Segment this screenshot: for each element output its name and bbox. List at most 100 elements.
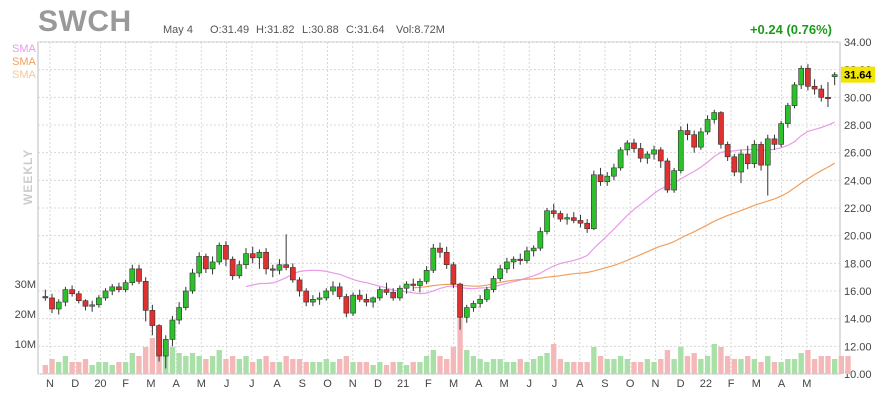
candle-body [42, 296, 49, 299]
volume-bar [122, 362, 129, 374]
volume-bar [678, 347, 684, 374]
candle [109, 284, 116, 296]
volume-bar [557, 359, 564, 374]
candle-body [216, 245, 223, 263]
candle-body [443, 251, 450, 266]
candle [778, 120, 784, 148]
candle [624, 140, 631, 156]
volume-bar [437, 356, 443, 374]
last-price-tag [841, 66, 875, 83]
x-tick-label: S [299, 378, 306, 390]
volume-bar [203, 359, 209, 374]
candle [336, 282, 343, 300]
candle-body [718, 112, 724, 145]
y-tick-label: 30.00 [844, 92, 872, 104]
volume-bar [825, 356, 831, 374]
candle-body [82, 300, 89, 307]
candle [677, 126, 684, 174]
candle-body [176, 307, 182, 321]
candle-body [229, 258, 236, 277]
volume-bar [149, 338, 156, 374]
candle-body [591, 174, 597, 230]
x-tick-label: M [499, 378, 508, 390]
candle-body [209, 261, 216, 270]
candle [764, 134, 771, 196]
volume-bar [731, 359, 737, 374]
candle-body [109, 286, 116, 292]
volume-bar [450, 347, 457, 374]
candle [122, 279, 129, 293]
volume-bar [377, 362, 383, 374]
candle [798, 65, 805, 90]
candle [363, 293, 370, 307]
candle-body [156, 325, 162, 357]
candle-body [376, 289, 383, 299]
volume-bar [591, 347, 597, 374]
x-tick-label: S [601, 378, 608, 390]
candle [350, 292, 356, 316]
candle [651, 145, 657, 160]
candle [564, 213, 570, 225]
candle [657, 147, 664, 168]
candle-body [798, 67, 805, 86]
candle [490, 275, 497, 293]
x-tick-label: M [449, 378, 458, 390]
candle-body [791, 84, 798, 106]
candle-body [397, 287, 403, 299]
volume-bar [805, 350, 811, 374]
volume-bar [497, 359, 503, 374]
volume-bar [129, 353, 135, 374]
candle-body [805, 67, 811, 87]
volume-bar [363, 362, 370, 374]
volume-bar [470, 356, 477, 374]
volume-bar [410, 362, 416, 374]
candle-body [256, 251, 263, 259]
candle [517, 253, 524, 265]
volume-bar [143, 347, 149, 374]
volume-bar [530, 359, 537, 374]
x-tick-label: N [46, 378, 54, 390]
candle-body [557, 213, 564, 220]
candle [758, 141, 764, 171]
candle [604, 172, 611, 186]
high-value: H:31.82 [256, 24, 295, 36]
volume-bar [484, 362, 490, 374]
candle [544, 208, 550, 235]
candle [664, 158, 671, 193]
volume-bar [564, 362, 570, 374]
x-tick-label: D [374, 378, 382, 390]
candle-body [169, 319, 176, 340]
candle [423, 266, 430, 285]
candle [584, 219, 591, 233]
candle-body [470, 303, 477, 308]
volume-bar [283, 356, 289, 374]
candle [289, 263, 296, 283]
candle [116, 282, 122, 293]
candle-body [497, 268, 504, 279]
candle [744, 145, 751, 170]
candle [724, 141, 731, 161]
candle-body [450, 264, 457, 285]
volume-bar [250, 362, 256, 374]
volume-bar [336, 359, 343, 374]
volume-bar [430, 350, 436, 374]
y-tick-label: 34.00 [844, 37, 872, 49]
candle-body [96, 297, 102, 306]
y-tick-label: 22.00 [844, 203, 872, 215]
candle-body [417, 281, 423, 286]
candle [818, 84, 825, 102]
candle [644, 151, 651, 164]
candle [463, 304, 470, 323]
volume-bar [617, 356, 624, 374]
candle [296, 277, 303, 297]
candle [718, 111, 724, 149]
volume-bar [423, 356, 430, 374]
candle-body [356, 294, 363, 300]
candle [223, 241, 229, 267]
y-tick-label: 16.00 [844, 286, 872, 298]
x-tick-label: J [527, 378, 533, 390]
candle-body [289, 267, 296, 281]
candle-body [189, 272, 196, 292]
candle [196, 252, 203, 278]
